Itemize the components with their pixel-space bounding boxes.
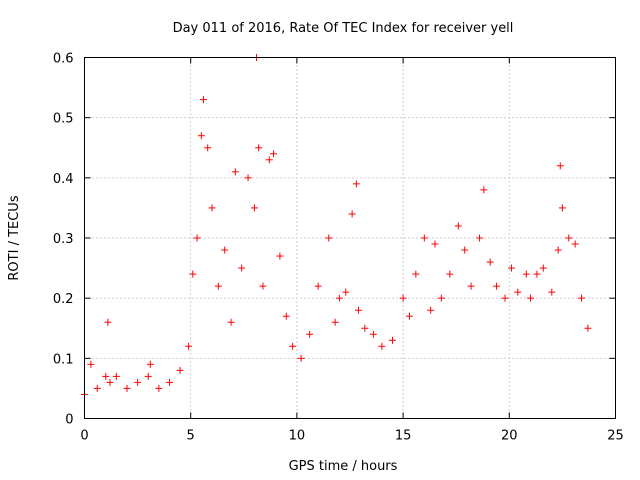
data-point: [282, 312, 290, 320]
y-axis-label: ROTI / TECUs: [7, 195, 22, 280]
data-point: [420, 234, 428, 242]
y-tick-label: 0.6: [53, 52, 74, 67]
data-point: [250, 204, 258, 212]
data-point: [331, 318, 339, 326]
data-point: [227, 318, 235, 326]
data-point: [476, 234, 484, 242]
data-point: [431, 240, 439, 248]
data-point: [325, 234, 333, 242]
data-point: [112, 372, 120, 380]
grid-lines: [84, 57, 616, 419]
data-point: [565, 234, 573, 242]
data-point: [208, 204, 216, 212]
data-point: [352, 180, 360, 188]
data-point: [87, 360, 95, 368]
data-point: [231, 168, 239, 176]
plot-frame: [84, 57, 616, 419]
y-tick-label: 0.4: [53, 172, 74, 187]
data-point: [467, 282, 475, 290]
data-point: [276, 252, 284, 260]
data-point: [446, 270, 454, 278]
data-point: [306, 330, 314, 338]
data-point: [259, 282, 267, 290]
data-point: [104, 318, 112, 326]
x-axis-label: GPS time / hours: [289, 459, 398, 474]
data-point: [348, 210, 356, 218]
data-point: [102, 372, 110, 380]
data-point: [388, 336, 396, 344]
data-points: [81, 54, 592, 398]
data-point: [155, 384, 163, 392]
data-point: [571, 240, 579, 248]
data-point: [405, 312, 413, 320]
data-point: [176, 366, 184, 374]
data-point: [493, 282, 501, 290]
data-point: [454, 222, 462, 230]
data-point: [297, 354, 305, 362]
y-tick-label: 0.2: [53, 292, 74, 307]
data-point: [146, 360, 154, 368]
data-point: [486, 258, 494, 266]
data-point: [554, 246, 562, 254]
x-tick-label: 20: [501, 429, 518, 444]
data-point: [501, 294, 509, 302]
data-point: [556, 162, 564, 170]
data-point: [539, 264, 547, 272]
data-point: [461, 246, 469, 254]
data-point: [244, 174, 252, 182]
y-tick-label: 0.5: [53, 112, 74, 127]
data-point: [93, 384, 101, 392]
data-point: [123, 384, 131, 392]
data-point: [165, 378, 173, 386]
data-point: [204, 144, 212, 152]
x-tick-label: 0: [80, 429, 88, 444]
data-point: [354, 306, 362, 314]
data-point: [197, 132, 205, 140]
data-point: [378, 342, 386, 350]
data-point: [134, 378, 142, 386]
y-tick-label: 0.3: [53, 232, 74, 247]
data-point: [427, 306, 435, 314]
x-tick-label: 10: [289, 429, 306, 444]
data-point: [399, 294, 407, 302]
data-point: [548, 288, 556, 296]
axis-ticks: 0 5 10 15 20 25 0 0.1 0.2 0.3 0.4 0.5 0.6: [53, 52, 624, 444]
data-point: [314, 282, 322, 290]
data-point: [527, 294, 535, 302]
data-point: [369, 330, 377, 338]
data-point: [238, 264, 246, 272]
data-point: [412, 270, 420, 278]
x-tick-label: 25: [607, 429, 624, 444]
data-point: [522, 270, 530, 278]
data-point: [335, 294, 343, 302]
data-point: [361, 324, 369, 332]
data-point: [480, 186, 488, 194]
data-point: [185, 342, 193, 350]
data-point: [144, 372, 152, 380]
data-point: [265, 156, 273, 164]
data-point: [558, 204, 566, 212]
data-point: [189, 270, 197, 278]
data-point: [289, 342, 297, 350]
data-point: [342, 288, 350, 296]
x-tick-label: 15: [395, 429, 412, 444]
y-tick-label: 0.1: [53, 352, 74, 367]
data-point: [437, 294, 445, 302]
data-point: [578, 294, 586, 302]
data-point: [214, 282, 222, 290]
data-point: [270, 150, 278, 158]
chart-title: Day 011 of 2016, Rate Of TEC Index for r…: [173, 21, 514, 36]
data-point: [255, 144, 263, 152]
data-point: [106, 378, 114, 386]
data-point: [514, 288, 522, 296]
data-point: [193, 234, 201, 242]
data-point: [221, 246, 229, 254]
y-tick-label: 0: [65, 413, 73, 428]
data-point: [507, 264, 515, 272]
data-point: [584, 324, 592, 332]
data-point: [533, 270, 541, 278]
data-point: [199, 96, 207, 104]
x-tick-label: 5: [187, 429, 195, 444]
